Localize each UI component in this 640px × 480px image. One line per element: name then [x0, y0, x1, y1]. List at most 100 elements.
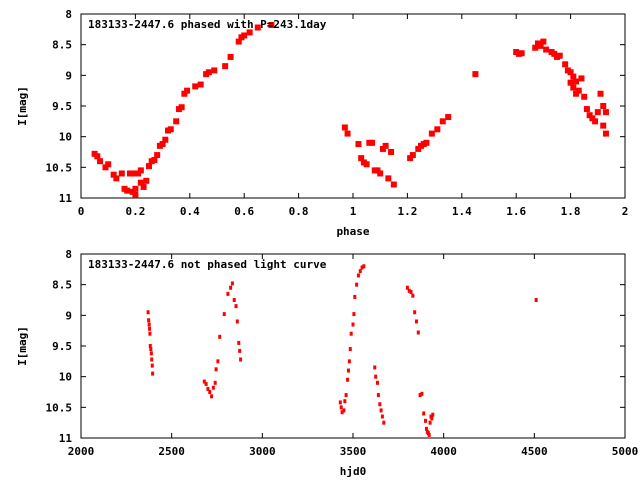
phased-data-point — [140, 183, 147, 190]
unphased-data-point — [216, 359, 220, 364]
phased-data-point — [423, 139, 430, 146]
unphased-data-point — [430, 416, 434, 421]
unphased-data-point — [204, 382, 208, 387]
unphased-x-axis-label: hjd0 — [340, 465, 367, 478]
unphased-data-point — [356, 273, 360, 278]
unphased-data-point — [210, 394, 214, 399]
unphased-data-point — [349, 331, 353, 336]
phased-data-point — [132, 185, 139, 192]
phased-data-point — [135, 170, 142, 177]
phased-x-tick-label: 1.4 — [452, 205, 472, 218]
unphased-data-point — [214, 367, 218, 372]
unphased-data-point — [148, 331, 152, 336]
unphased-axis-ticks: 2000 2500 3000 3500 4000 4500 5000 8 8.5 9 9.5 10 10… — [46, 248, 639, 458]
unphased-data-point — [431, 412, 435, 417]
unphased-data-point — [379, 408, 383, 413]
phased-y-tick-label: 9.5 — [52, 100, 72, 113]
unphased-data-point — [374, 374, 378, 379]
unphased-data-point — [409, 290, 413, 295]
phased-x-tick-label: 0.8 — [289, 205, 309, 218]
unphased-data-point — [413, 310, 417, 315]
phased-y-tick-label: 11 — [59, 192, 73, 205]
unphased-data-point — [238, 348, 242, 353]
phased-data-point — [192, 83, 199, 90]
phased-data-point — [583, 106, 590, 113]
phased-data-point — [594, 109, 601, 116]
phased-x-tick-label: 0.6 — [234, 205, 254, 218]
phased-light-curve-panel: 0 0.2 0.4 0.6 0.8 1 1.2 1.4 1.6 1.8 2 8 8.5 9 9.5 10 10.… — [16, 8, 628, 238]
phased-data-point — [602, 109, 609, 116]
phased-data-point — [222, 63, 229, 70]
unphased-data-point — [229, 285, 233, 290]
phased-data-point — [556, 52, 563, 59]
unphased-data-point — [424, 426, 428, 431]
phased-y-tick-label: 8 — [65, 8, 72, 21]
unphased-data-point — [534, 298, 538, 302]
phased-data-point — [197, 81, 204, 88]
phased-data-point — [543, 46, 550, 53]
phased-data-point — [445, 114, 452, 121]
unphased-data-point — [348, 347, 352, 352]
phased-data-point — [154, 152, 161, 159]
phased-data-point — [227, 53, 234, 60]
unphased-data-point — [150, 357, 154, 362]
phased-data-point — [385, 175, 392, 182]
unphased-data-point — [208, 390, 212, 394]
phased-data-point — [602, 130, 609, 137]
phased-data-point — [567, 79, 574, 86]
phased-data-point — [137, 167, 144, 174]
unphased-data-point — [148, 344, 152, 348]
phased-x-axis-label: phase — [336, 225, 369, 238]
phased-data-point — [567, 69, 574, 76]
phased-data-point — [358, 155, 365, 162]
unphased-data-point — [239, 357, 243, 362]
unphased-data-point — [347, 359, 351, 364]
unphased-data-point — [407, 288, 411, 293]
phased-data-point — [382, 142, 389, 149]
phased-data-point — [570, 84, 577, 91]
unphased-data-point — [405, 285, 409, 290]
phased-data-point — [246, 29, 253, 36]
unphased-light-curve-panel: 2000 2500 3000 3500 4000 4500 5000 8 8.5 9 9.5 10 10… — [16, 248, 638, 478]
unphased-data-point — [147, 318, 151, 323]
phased-data-point — [573, 78, 580, 85]
phased-data-point — [428, 130, 435, 137]
unphased-y-tick-label: 11 — [59, 432, 73, 445]
unphased-data-point — [353, 294, 357, 299]
phased-data-point — [434, 126, 441, 133]
unphased-x-tick-label: 4000 — [430, 445, 457, 458]
unphased-data-point — [202, 379, 206, 384]
unphased-x-tick-label: 5000 — [612, 445, 639, 458]
unphased-data-point — [338, 400, 342, 405]
unphased-data-point — [382, 420, 386, 425]
phased-data-point — [537, 42, 544, 49]
phased-data-point — [518, 50, 525, 57]
phased-x-tick-label: 0 — [78, 205, 85, 218]
unphased-data-point — [226, 291, 230, 296]
phased-data-point — [97, 158, 104, 165]
unphased-data-point — [360, 265, 364, 270]
phased-data-point — [113, 175, 120, 182]
phased-data-point — [205, 69, 212, 76]
phased-data-point — [377, 170, 384, 177]
phased-data-point — [184, 87, 191, 94]
unphased-x-tick-label: 4500 — [521, 445, 548, 458]
phased-data-point — [472, 71, 479, 78]
phased-data-point — [178, 104, 185, 111]
phased-data-point — [540, 38, 547, 45]
phased-data-point — [94, 153, 101, 160]
phased-x-tick-label: 0.2 — [125, 205, 145, 218]
phased-data-point — [532, 44, 539, 51]
phased-data-point — [167, 126, 174, 133]
phased-data-point — [268, 22, 275, 29]
phased-x-tick-label: 1.6 — [506, 205, 526, 218]
unphased-data-point — [375, 380, 379, 385]
unphased-data-point — [376, 393, 380, 398]
unphased-y-tick-label: 8.5 — [52, 279, 72, 292]
phased-data-point — [137, 179, 144, 186]
unphased-data-point — [427, 432, 431, 437]
phased-data-points — [91, 22, 609, 198]
phased-data-point — [129, 188, 136, 195]
phased-data-point — [129, 170, 136, 177]
